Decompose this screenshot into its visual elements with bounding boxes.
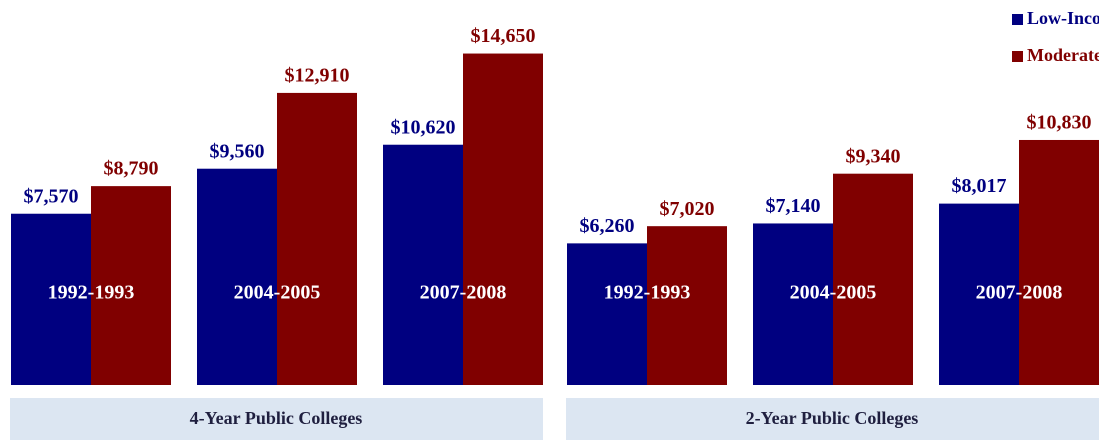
bar [463,53,543,385]
value-label: $10,620 [391,116,456,138]
value-label: $7,140 [766,195,821,217]
value-label: $9,340 [846,145,901,167]
bar [1019,139,1099,385]
value-label: $7,570 [24,185,79,207]
legend-swatch [1012,14,1023,25]
value-label: $12,910 [285,65,350,87]
value-label: $14,650 [471,25,536,47]
title-band [10,398,543,440]
chart-title: 4-Year Public Colleges [190,408,363,428]
bar [833,173,913,385]
value-label: $6,260 [580,215,635,237]
bar [277,92,357,385]
chart-title: 2-Year Public Colleges [746,408,919,428]
category-label: 2007-2008 [976,282,1063,304]
category-label: 2007-2008 [420,282,507,304]
bar [383,144,463,385]
bar [197,168,277,385]
category-label: 2004-2005 [234,282,321,304]
value-label: $9,560 [210,140,265,162]
bar [11,213,91,385]
bar [567,243,647,385]
bar [647,226,727,385]
value-label: $8,017 [952,175,1007,197]
value-label: $7,020 [660,198,715,220]
legend-label: Moderate-Income [1027,45,1099,65]
bar [939,203,1019,385]
bar [91,186,171,385]
value-label: $8,790 [104,158,159,180]
category-label: 2004-2005 [790,282,877,304]
category-label: 1992-1993 [48,282,135,304]
category-label: 1992-1993 [604,282,691,304]
bar [753,223,833,385]
title-band [566,398,1099,440]
legend-label: Low-Income [1027,8,1099,28]
value-label: $10,830 [1027,112,1092,134]
legend-swatch [1012,51,1023,62]
